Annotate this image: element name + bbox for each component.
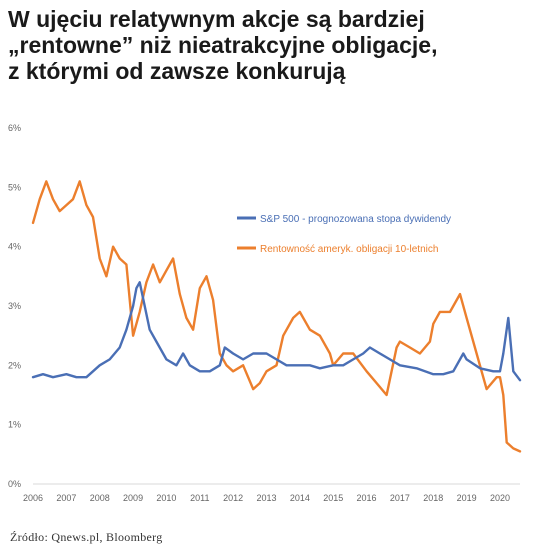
source-note: Źródło: Qnews.pl, Bloomberg bbox=[10, 530, 163, 544]
y-tick-label: 4% bbox=[8, 242, 21, 252]
x-tick-label: 2018 bbox=[423, 493, 443, 503]
x-tick-label: 2010 bbox=[156, 493, 176, 503]
series-line-sp500 bbox=[31, 281, 522, 382]
chart-title-line-3: z którymi od zawsze konkurują bbox=[8, 58, 346, 84]
x-tick-label: 2015 bbox=[323, 493, 343, 503]
x-tick-label: 2011 bbox=[190, 493, 209, 503]
x-tick-label: 2020 bbox=[490, 493, 510, 503]
y-tick-label: 6% bbox=[8, 123, 21, 133]
x-tick-label: 2012 bbox=[223, 493, 243, 503]
legend-label-sp500: S&P 500 - prognozowana stopa dywidendy bbox=[260, 214, 451, 225]
x-tick-label: 2016 bbox=[357, 493, 377, 503]
legend-label-treasury: Rentowność ameryk. obligacji 10-letnich bbox=[260, 244, 438, 255]
x-tick-label: 2009 bbox=[123, 493, 143, 503]
chart-title-line-2: „rentowne” niż nieatrakcyjne obligacje, bbox=[8, 32, 438, 58]
x-tick-label: 2007 bbox=[56, 493, 76, 503]
y-tick-label: 1% bbox=[8, 420, 21, 430]
chart-title: W ujęciu relatywnym akcje są bardziej „r… bbox=[8, 6, 528, 84]
y-tick-label: 2% bbox=[8, 360, 21, 370]
chart-title-line-1: W ujęciu relatywnym akcje są bardziej bbox=[8, 6, 425, 32]
x-tick-label: 2019 bbox=[457, 493, 477, 503]
x-tick-label: 2014 bbox=[290, 493, 310, 503]
y-tick-label: 0% bbox=[8, 479, 21, 489]
y-tick-label: 5% bbox=[8, 182, 21, 192]
x-tick-label: 2017 bbox=[390, 493, 410, 503]
series-line-treasury bbox=[31, 180, 522, 453]
y-tick-label: 3% bbox=[8, 301, 21, 311]
x-tick-label: 2006 bbox=[23, 493, 43, 503]
x-tick-label: 2013 bbox=[256, 493, 276, 503]
legend: S&P 500 - prognozowana stopa dywidendy R… bbox=[237, 214, 451, 255]
axis-layer: 0% 1% 2% 3% 4% 5% 6% 2006 2007 2008 2009 2010 2011 20… bbox=[8, 123, 520, 503]
x-tick-label: 2008 bbox=[90, 493, 110, 503]
series-layer bbox=[31, 180, 522, 453]
